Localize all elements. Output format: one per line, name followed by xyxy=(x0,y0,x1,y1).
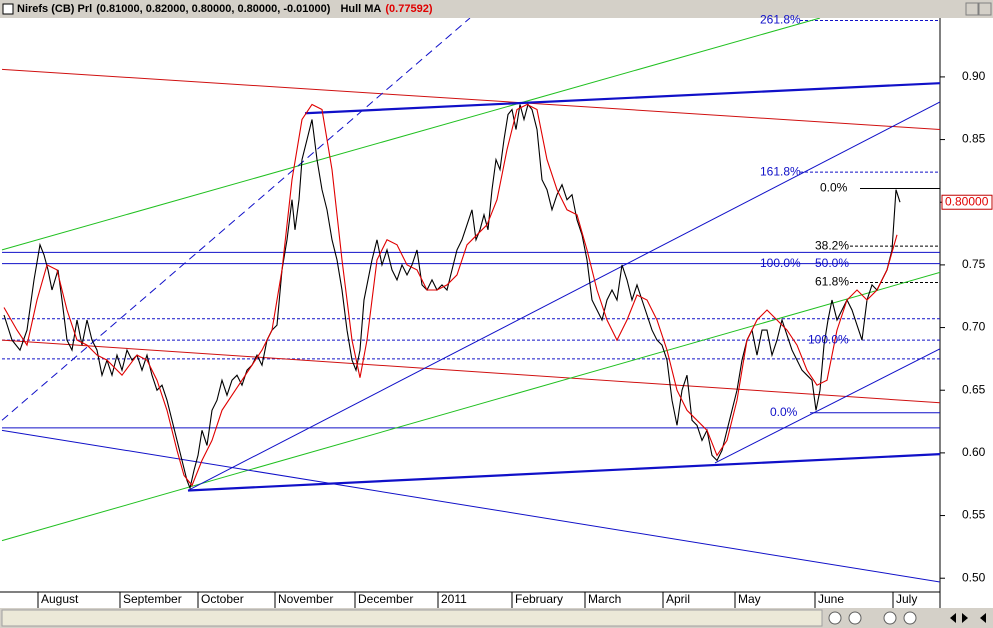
x-tick-label: December xyxy=(358,592,413,606)
level-label: 261.8% xyxy=(760,13,801,27)
y-tick-label: 0.85 xyxy=(962,132,986,146)
legend-value: (0.81000, 0.82000, 0.80000, 0.80000, -0.… xyxy=(96,3,331,15)
y-tick-label: 0.70 xyxy=(962,320,986,334)
scroll-track[interactable] xyxy=(1,609,823,627)
x-tick-label: March xyxy=(588,592,621,606)
scroll-left-button[interactable] xyxy=(950,613,956,623)
level-label: 61.8% xyxy=(815,275,849,289)
level-label: 0.0% xyxy=(820,181,848,195)
x-tick-label: June xyxy=(818,592,844,606)
header-checkbox[interactable] xyxy=(2,3,14,15)
last-price-box xyxy=(941,194,993,210)
y-tick-label: 0.75 xyxy=(962,257,986,271)
close-button[interactable] xyxy=(978,2,992,16)
trendline xyxy=(1,271,940,542)
trendline xyxy=(1,18,821,251)
level-label: 100.0% xyxy=(808,332,849,346)
trendline xyxy=(304,82,940,115)
level-label: 100.0% xyxy=(760,256,801,270)
level-label: 161.8% xyxy=(760,164,801,178)
x-tick-label: May xyxy=(738,592,761,606)
trendline xyxy=(714,348,940,464)
legend-name: Nirefs (CB) Prl xyxy=(17,3,92,15)
legend-value: (0.77592) xyxy=(385,3,432,15)
scroll-right-button[interactable] xyxy=(962,613,968,623)
trendline xyxy=(1,429,940,583)
level-label: 0.0% xyxy=(770,405,798,419)
y-tick-label: 0.90 xyxy=(962,69,986,83)
trendline xyxy=(187,101,940,491)
x-tick-label: April xyxy=(666,592,690,606)
x-tick-label: 2011 xyxy=(441,592,467,606)
price-line xyxy=(3,103,901,490)
x-tick-label: July xyxy=(896,592,917,606)
zoom-in-button[interactable] xyxy=(828,611,842,625)
y-tick-label: 0.65 xyxy=(962,382,986,396)
header-bar xyxy=(0,0,993,18)
minimize-button[interactable] xyxy=(965,2,979,16)
y-tick-label: 0.50 xyxy=(962,570,986,584)
trendline xyxy=(1,18,471,421)
y-tick-label: 0.55 xyxy=(962,508,986,522)
overlay: Nirefs (CB) Prl (0.81000, 0.82000, 0.8000… xyxy=(17,3,993,608)
x-tick-label: September xyxy=(123,592,182,606)
trendline xyxy=(1,339,940,404)
trendline xyxy=(1,68,940,131)
trendline xyxy=(187,453,940,492)
level-label: 50.0% xyxy=(815,256,849,270)
y-tick-label: 0.60 xyxy=(962,445,986,459)
hull-ma-line xyxy=(3,103,898,487)
fit-button[interactable] xyxy=(903,611,917,625)
legend-name: Hull MA xyxy=(340,3,381,15)
zoom-out-button[interactable] xyxy=(883,611,897,625)
zoom-button[interactable] xyxy=(848,611,862,625)
last-price-label: 0.80000 xyxy=(945,194,989,208)
x-tick-label: February xyxy=(515,592,563,606)
x-tick-label: November xyxy=(278,592,333,606)
x-tick-label: August xyxy=(41,592,79,606)
x-tick-label: October xyxy=(201,592,244,606)
level-label: 38.2% xyxy=(815,238,849,252)
scroll-end-button[interactable] xyxy=(980,613,986,623)
plot-area xyxy=(1,18,940,583)
